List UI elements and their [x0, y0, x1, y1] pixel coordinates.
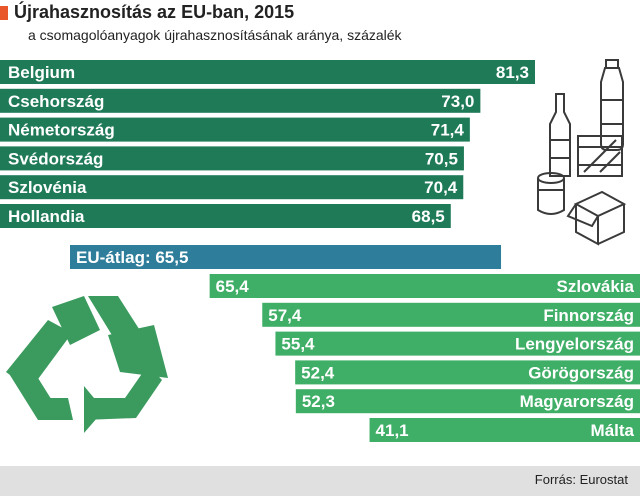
can-icon [537, 172, 565, 215]
source-note: Forrás: Eurostat [534, 472, 628, 487]
bar [0, 204, 451, 228]
bar [295, 389, 640, 414]
value-label: 71,4 [431, 121, 465, 140]
value-label: 52,3 [302, 392, 335, 411]
bar [0, 146, 464, 171]
value-label: 55,4 [281, 335, 315, 354]
category-label: Belgium [8, 63, 75, 82]
bar [0, 117, 470, 142]
value-label: 70,5 [425, 149, 458, 168]
bar [0, 60, 535, 84]
bar [295, 360, 640, 385]
value-label: 57,4 [268, 306, 302, 325]
category-label: Szlovénia [8, 178, 87, 197]
footer-bar [0, 466, 640, 496]
average-label: EU-átlag: 65,5 [76, 248, 188, 267]
category-label: Hollandia [8, 207, 85, 226]
bar [275, 331, 640, 356]
category-label: Szlovákia [557, 277, 635, 296]
value-label: 81,3 [496, 63, 529, 82]
bar-chart: Belgium 81,3 Csehország 73,0 Németország 71,4… [0, 59, 640, 442]
crate-icon [577, 135, 623, 177]
value-label: 65,4 [216, 277, 250, 296]
chart-subtitle: a csomagolóanyagok újrahasznosításának a… [28, 27, 402, 43]
title-marker [0, 6, 8, 20]
value-label: 68,5 [412, 207, 445, 226]
average-bar [70, 245, 502, 269]
bar [209, 274, 640, 298]
category-label: Csehország [8, 92, 104, 111]
category-label: Lengyelország [515, 335, 634, 354]
bar [369, 418, 640, 442]
category-label: Görögország [528, 363, 634, 382]
bar [0, 175, 464, 200]
bar [0, 88, 481, 113]
bar [262, 302, 640, 327]
category-label: Svédország [8, 149, 103, 168]
recycle-icon [6, 296, 168, 433]
category-label: Németország [8, 121, 115, 140]
value-label: 52,4 [301, 363, 335, 382]
chart-title: Újrahasznosítás az EU-ban, 2015 [14, 2, 295, 22]
category-label: Magyarország [520, 392, 634, 411]
box-icon [566, 190, 627, 246]
glass-bottle-icon [549, 93, 571, 177]
category-label: Finnország [543, 306, 634, 325]
value-label: 70,4 [424, 178, 458, 197]
value-label: 73,0 [441, 92, 474, 111]
value-label: 41,1 [376, 421, 409, 440]
category-label: Málta [591, 421, 635, 440]
